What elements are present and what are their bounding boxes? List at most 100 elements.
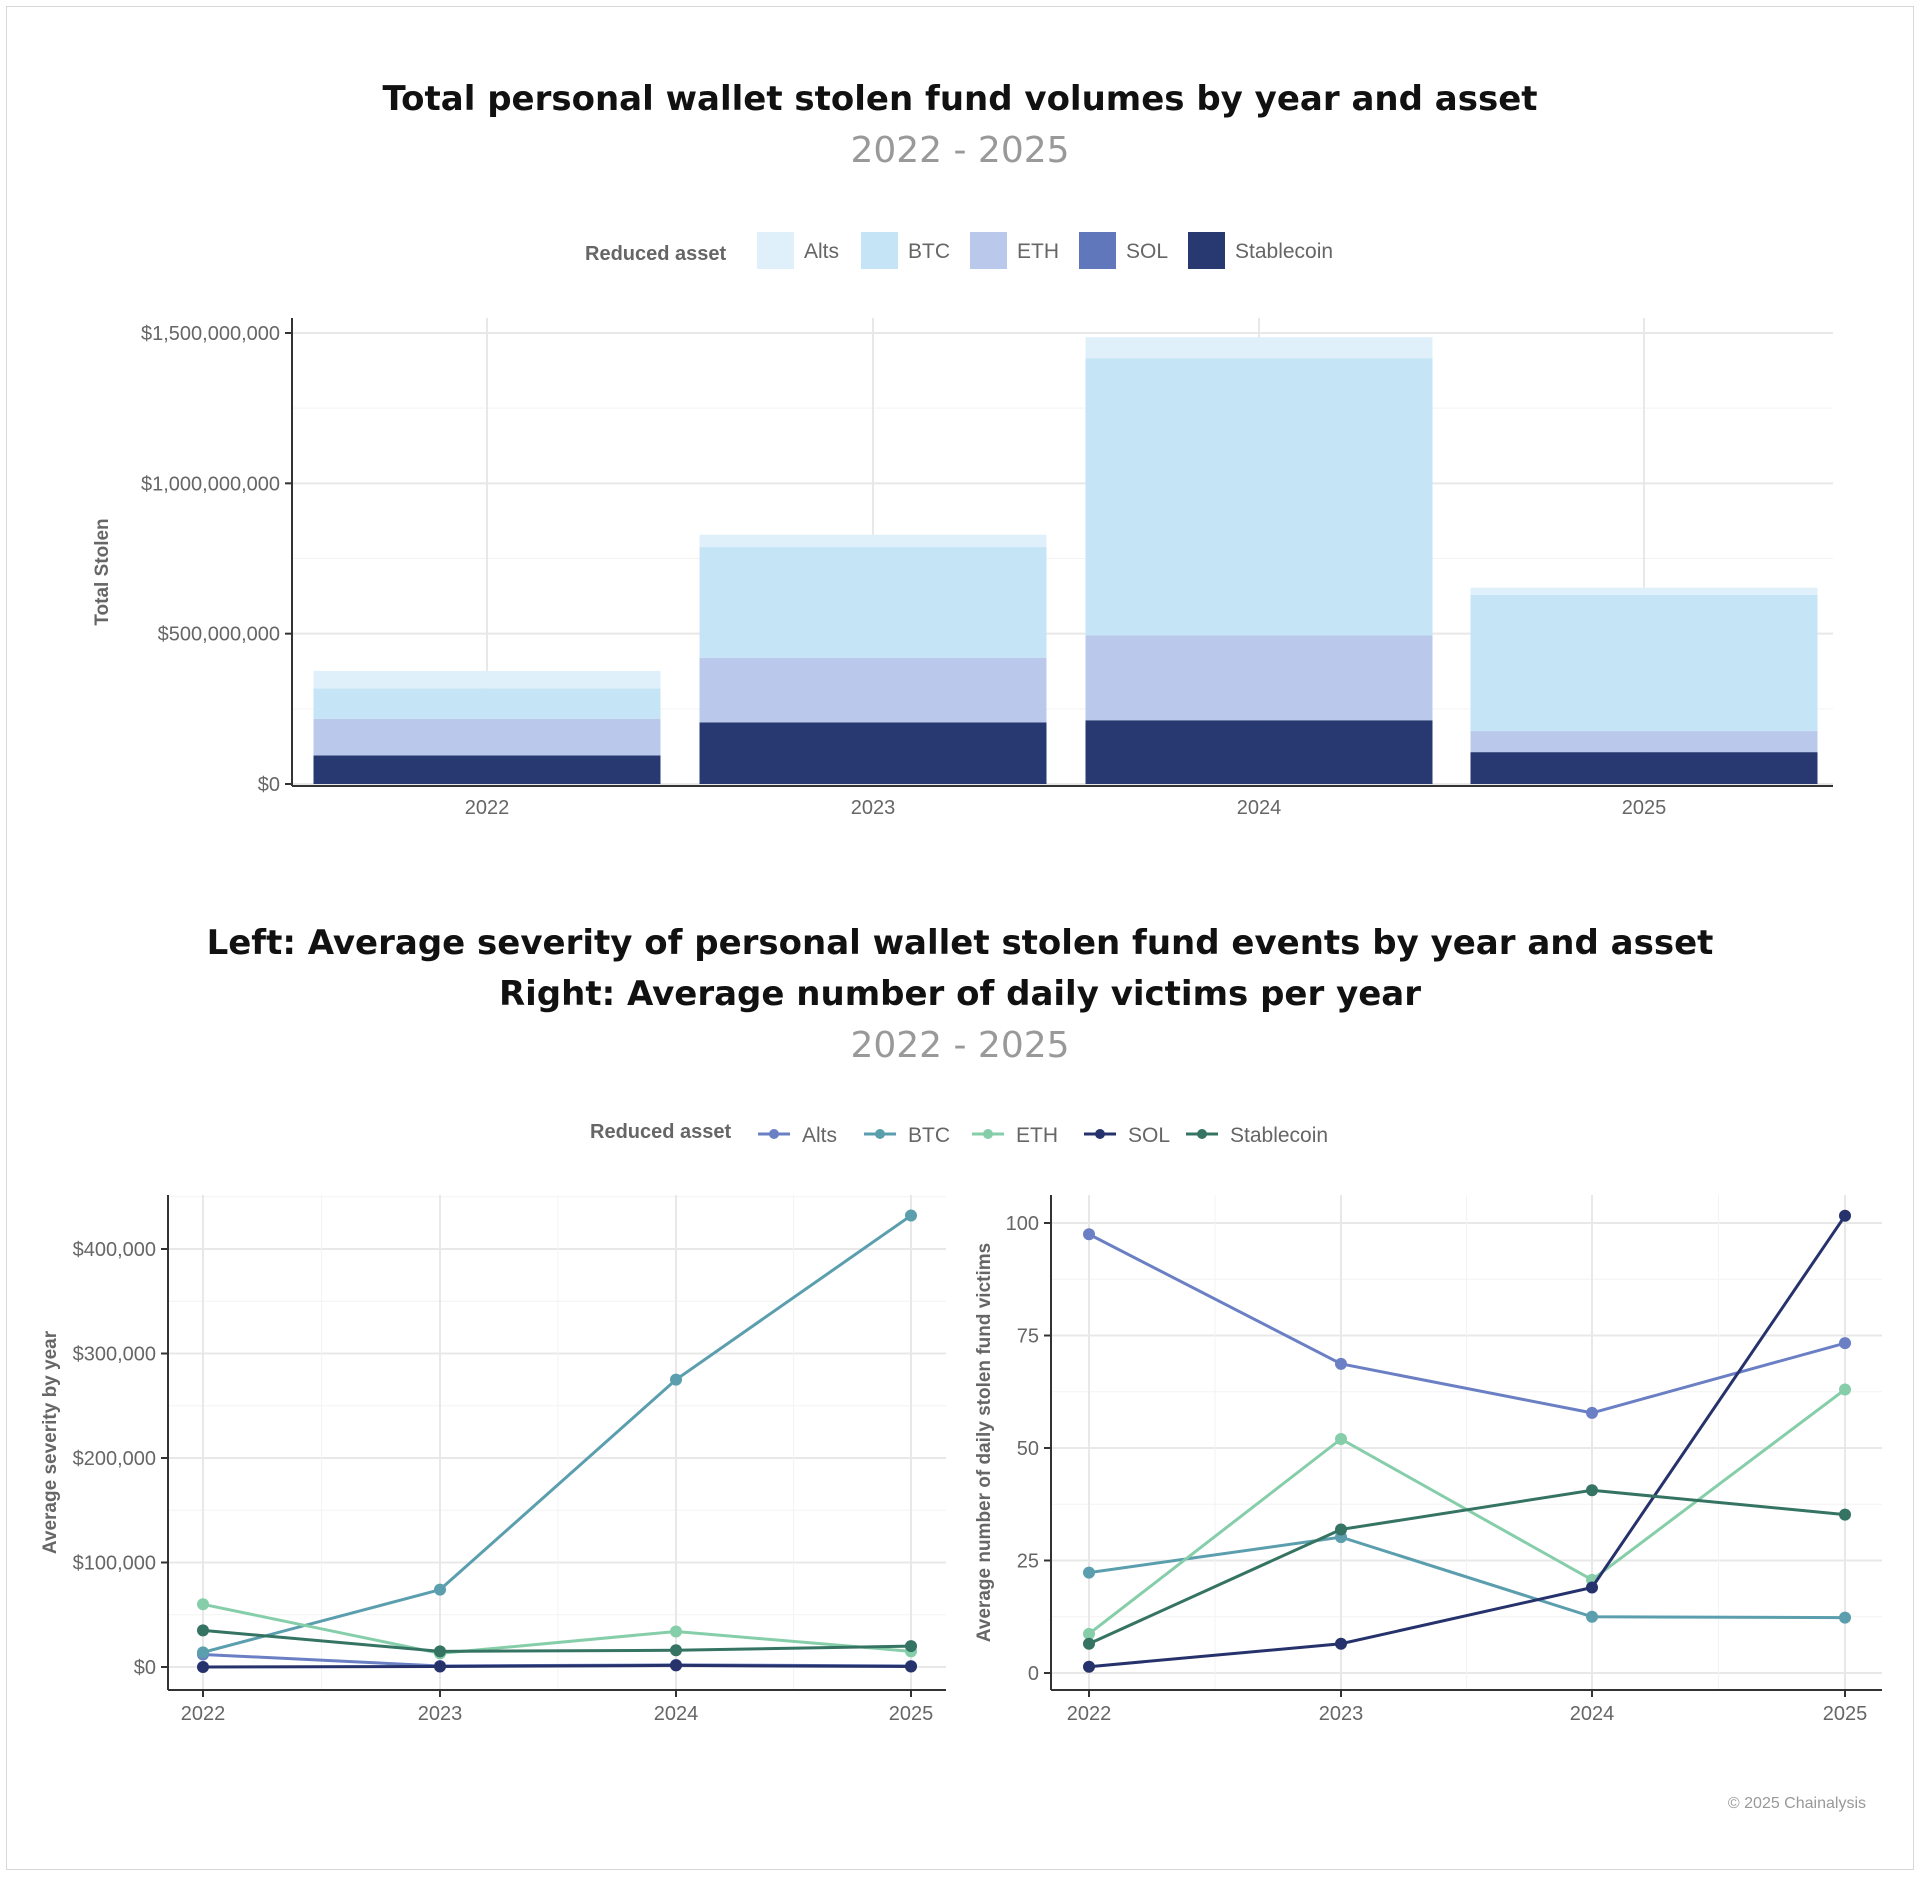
x-tick-label: 2022 <box>181 1703 226 1725</box>
legend-label-eth: ETH <box>1017 240 1059 263</box>
bottom-chart-title-left: Left: Average severity of personal walle… <box>207 923 1714 963</box>
line-sol <box>202 1663 912 1669</box>
bar-stablecoin-2023 <box>699 722 1047 784</box>
legend-swatch-stablecoin <box>1188 232 1225 269</box>
line-alts <box>1088 1232 1846 1415</box>
legend-marker-btc <box>875 1129 885 1139</box>
legend-label-eth: ETH <box>1016 1124 1058 1147</box>
point-stablecoin-2024 <box>1586 1484 1598 1497</box>
bar-stablecoin-2022 <box>313 755 661 784</box>
point-alts-2025 <box>1839 1337 1851 1350</box>
bar-stablecoin-2024 <box>1085 720 1433 784</box>
legend-swatch-btc <box>861 232 898 269</box>
bottom-chart-title-right: Right: Average number of daily victims p… <box>499 974 1421 1014</box>
legend-title: Reduced asset <box>585 243 727 265</box>
legend-marker-stablecoin <box>1197 1129 1207 1139</box>
point-eth-2022 <box>1083 1627 1095 1640</box>
point-eth-2025 <box>1839 1383 1851 1396</box>
point-btc-2025 <box>1839 1611 1851 1624</box>
bar-eth-2025 <box>1470 731 1818 753</box>
line-stablecoin <box>1088 1488 1846 1646</box>
legend-label-btc: BTC <box>908 1124 950 1147</box>
chart-frame <box>6 6 1914 1870</box>
x-tick-label: 2024 <box>1570 1703 1615 1725</box>
bar-alts-2023 <box>699 534 1047 548</box>
legend-label-sol: SOL <box>1128 1124 1170 1147</box>
x-tick-label: 2025 <box>1823 1703 1868 1725</box>
bar-btc-2023 <box>699 547 1047 658</box>
bar-alts-2024 <box>1085 337 1433 359</box>
bar-alts-2025 <box>1470 587 1818 595</box>
top-chart-title: Total personal wallet stolen fund volume… <box>382 79 1537 119</box>
bar-btc-2025 <box>1470 594 1818 732</box>
point-sol-2024 <box>670 1659 682 1672</box>
legend-label-stablecoin: Stablecoin <box>1230 1124 1328 1147</box>
point-sol-2025 <box>905 1660 917 1673</box>
point-btc-2023 <box>434 1583 446 1596</box>
point-stablecoin-2023 <box>1335 1523 1347 1536</box>
bottom-chart-subtitle: 2022 - 2025 <box>850 1025 1069 1066</box>
x-tick-label: 2024 <box>1237 797 1282 819</box>
y-tick-label: 100 <box>1006 1213 1039 1235</box>
bar-eth-2022 <box>313 718 661 756</box>
point-stablecoin-2025 <box>905 1640 917 1653</box>
legend-swatch-eth <box>970 232 1007 269</box>
point-stablecoin-2022 <box>1083 1637 1095 1650</box>
point-sol-2025 <box>1839 1209 1851 1222</box>
point-sol-2024 <box>1586 1581 1598 1594</box>
y-tick-label: $200,000 <box>73 1448 156 1470</box>
y-axis-label: Average severity by year <box>40 1330 61 1554</box>
line-alts <box>202 1652 912 1668</box>
y-tick-label: $0 <box>258 774 280 796</box>
y-tick-label: $0 <box>134 1657 156 1679</box>
point-stablecoin-2023 <box>434 1645 446 1658</box>
y-axis-label: Average number of daily stolen fund vict… <box>974 1243 995 1642</box>
point-sol-2022 <box>1083 1660 1095 1673</box>
x-tick-label: 2022 <box>1067 1703 1112 1725</box>
point-alts-2024 <box>1586 1406 1598 1419</box>
legend-title: Reduced asset <box>590 1121 732 1143</box>
legend-swatch-sol <box>1079 232 1116 269</box>
point-btc-2022 <box>1083 1566 1095 1579</box>
bar-btc-2022 <box>313 688 661 719</box>
bar-alts-2022 <box>313 670 661 689</box>
y-tick-label: $1,000,000,000 <box>141 473 280 495</box>
line-eth <box>202 1602 912 1655</box>
y-tick-label: 75 <box>1017 1326 1039 1348</box>
copyright: © 2025 Chainalysis <box>1728 1795 1866 1812</box>
point-alts-2023 <box>1335 1357 1347 1370</box>
legend-marker-sol <box>1095 1129 1105 1139</box>
point-btc-2022 <box>197 1646 209 1659</box>
point-eth-2024 <box>670 1625 682 1638</box>
y-tick-label: $400,000 <box>73 1239 156 1261</box>
legend-label-sol: SOL <box>1126 240 1168 263</box>
point-sol-2023 <box>434 1660 446 1673</box>
legend-label-alts: Alts <box>802 1124 837 1147</box>
legend-marker-alts <box>769 1129 779 1139</box>
y-tick-label: $500,000,000 <box>158 624 280 646</box>
y-tick-label: $1,500,000,000 <box>141 323 280 345</box>
point-stablecoin-2024 <box>670 1644 682 1657</box>
bar-eth-2024 <box>1085 635 1433 721</box>
x-tick-label: 2025 <box>1622 797 1667 819</box>
y-tick-label: 0 <box>1028 1663 1039 1685</box>
y-tick-label: 25 <box>1017 1551 1039 1573</box>
y-tick-label: $300,000 <box>73 1344 156 1366</box>
x-tick-label: 2023 <box>1319 1703 1364 1725</box>
legend-swatch-alts <box>757 232 794 269</box>
legend-label-stablecoin: Stablecoin <box>1235 240 1333 263</box>
bar-eth-2023 <box>699 657 1047 723</box>
x-tick-label: 2025 <box>889 1703 934 1725</box>
x-tick-label: 2023 <box>418 1703 463 1725</box>
point-sol-2022 <box>197 1661 209 1673</box>
point-stablecoin-2022 <box>197 1624 209 1637</box>
line-btc <box>202 1214 912 1654</box>
line-btc <box>1088 1535 1846 1620</box>
bar-btc-2024 <box>1085 358 1433 636</box>
point-stablecoin-2025 <box>1839 1508 1851 1521</box>
y-tick-label: $100,000 <box>73 1553 156 1575</box>
y-axis-label: Total Stolen <box>92 518 113 625</box>
point-eth-2022 <box>197 1598 209 1611</box>
point-alts-2022 <box>1083 1228 1095 1241</box>
